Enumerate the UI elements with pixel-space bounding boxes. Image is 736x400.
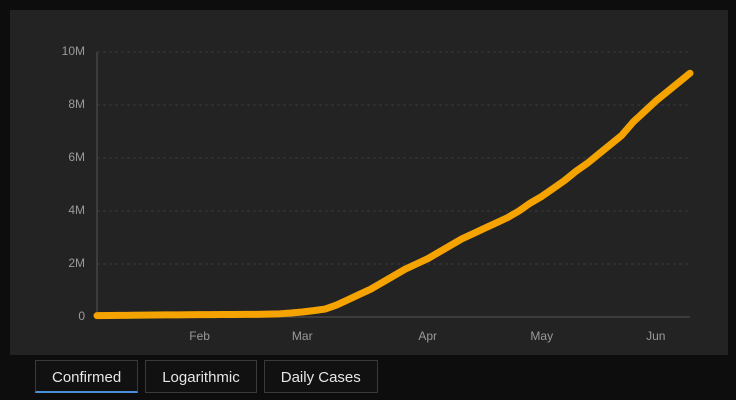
- y-tick-label: 0: [78, 309, 85, 323]
- chart-panel: [10, 10, 728, 355]
- x-tick-label: Mar: [292, 329, 313, 343]
- y-tick-label: 4M: [68, 203, 85, 217]
- y-tick-label: 6M: [68, 150, 85, 164]
- y-tick-label: 2M: [68, 256, 85, 270]
- y-tick-label: 8M: [68, 97, 85, 111]
- x-tick-label: Jun: [646, 329, 665, 343]
- x-tick-label: May: [530, 329, 553, 343]
- x-tick-label: Feb: [189, 329, 210, 343]
- tab[interactable]: Logarithmic: [145, 360, 257, 393]
- y-tick-label: 10M: [62, 44, 85, 58]
- tab[interactable]: Confirmed: [35, 360, 139, 393]
- tab[interactable]: Daily Cases: [263, 360, 378, 393]
- series-line: [93, 69, 694, 320]
- x-tick-label: Apr: [418, 329, 437, 343]
- tab-bar: Confirmed Logarithmic Daily Cases: [35, 360, 378, 393]
